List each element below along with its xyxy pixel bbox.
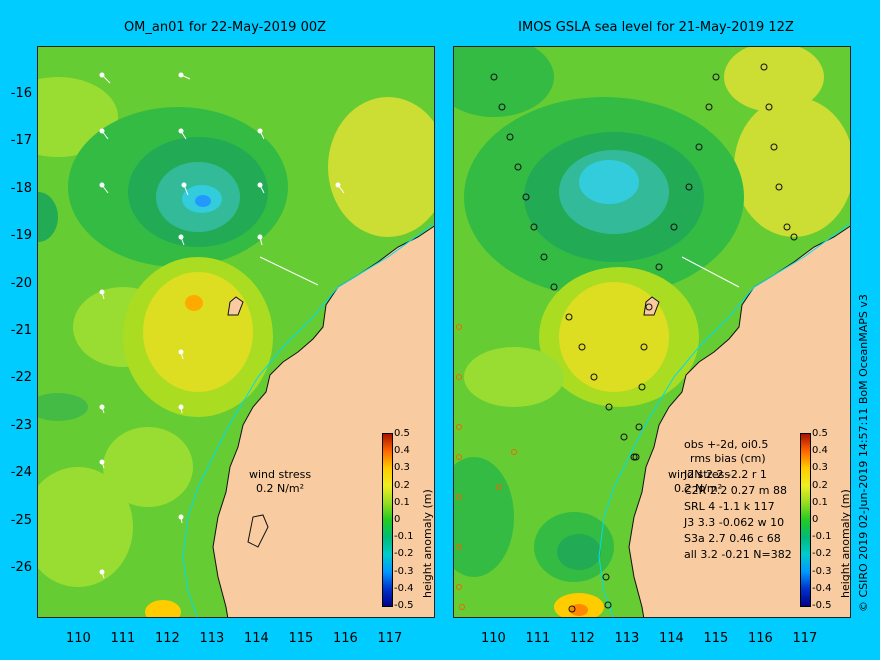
stats-row-j3: J3 3.3 -0.062 w 10 [684, 516, 785, 529]
y-tick-label: -18 [10, 180, 32, 196]
colorbar-tick-label: -0.1 [394, 531, 414, 543]
y-tick-label: -22 [10, 370, 32, 386]
left-x-tick-label: 117 [377, 631, 403, 646]
right-x-tick-label: 112 [570, 631, 595, 646]
right-x-tick-label: 111 [525, 631, 551, 646]
right-map-svg [454, 47, 850, 617]
right-x-tick-label: 113 [614, 631, 640, 646]
colorbar-tick-label: -0.3 [812, 565, 832, 577]
credit-text: © CSIRO 2019 02-Jun-2019 14:57:11 BoM Oc… [857, 294, 870, 612]
colorbar-tick-label: -0.3 [394, 565, 414, 577]
colorbar-tick-label: -0.5 [394, 600, 414, 611]
stats-row-j2n: J2N 2.2 -2.2 r 1 [684, 468, 767, 481]
right-colorbar-title: height anomaly (m) [839, 489, 852, 598]
colorbar-tick-label: 0.3 [812, 462, 828, 474]
colorbar-tick-label: 0.4 [812, 445, 828, 457]
y-tick-label: -19 [10, 228, 32, 244]
right-x-tick-label: 117 [792, 631, 818, 646]
colorbar-tick-label: 0.3 [394, 462, 410, 474]
left-x-tick-label: 110 [66, 631, 91, 646]
colorbar-tick-label: 0.2 [394, 479, 410, 491]
left-x-tick-label: 115 [288, 631, 314, 646]
stats-header-rms: rms bias (cm) [690, 452, 766, 465]
y-tick-label: -25 [10, 512, 32, 528]
colorbar-tick-label: -0.4 [812, 582, 832, 594]
left-x-tick-label: 112 [155, 631, 180, 646]
colorbar-tick-label: -0.4 [394, 582, 414, 594]
colorbar-tick-label: 0.5 [394, 428, 410, 439]
stats-row-c2r: C2R 2.2 0.27 m 88 [684, 484, 788, 497]
y-tick-label: -24 [10, 465, 32, 481]
colorbar-tick-label: 0.2 [812, 479, 828, 491]
y-tick-label: -26 [10, 560, 32, 575]
left-colorbar [382, 433, 393, 607]
colorbar-tick-label: 0 [394, 514, 401, 525]
right-wind-stress-label: wind stress [668, 468, 731, 481]
colorbar-tick-label: -0.2 [394, 548, 414, 560]
colorbar-tick-label: 0.5 [812, 428, 828, 439]
colorbar-tick-label: -0.5 [812, 600, 832, 611]
right-x-tick-label: 115 [703, 631, 729, 646]
left-x-tick-label: 111 [110, 631, 136, 646]
y-tick-label: -20 [10, 275, 32, 291]
right-colorbar [800, 433, 811, 607]
left-x-tick-label: 114 [244, 631, 269, 646]
colorbar-tick-label: -0.1 [812, 531, 832, 543]
right-map-panel [453, 46, 851, 618]
left-map-panel [37, 46, 435, 618]
stats-header-obs: obs +-2d, oi0.5 [684, 438, 769, 451]
left-wind-stress-scale: 0.2 N/m² [256, 482, 305, 495]
colorbar-tick-label: 0.4 [394, 445, 410, 457]
right-x-tick-label: 110 [481, 631, 506, 646]
colorbar-tick-label: 0.1 [812, 496, 828, 508]
stats-row-all: all 3.2 -0.21 N=382 [684, 548, 792, 561]
left-map-title: OM_an01 for 22-May-2019 00Z [123, 20, 327, 35]
stats-row-s3a: S3a 2.7 0.46 c 68 [684, 532, 781, 545]
colorbar-tick-label: -0.2 [812, 548, 832, 560]
right-x-tick-label: 116 [748, 631, 773, 646]
colorbar-tick-label: 0 [812, 514, 819, 525]
y-tick-label: -17 [10, 133, 32, 149]
y-tick-label: -21 [10, 323, 32, 338]
right-wind-stress-scale: 0.2 N/m² [674, 482, 723, 495]
left-wind-stress-label: wind stress [249, 468, 312, 481]
y-tick-label: -16 [10, 86, 32, 101]
left-colorbar-title: height anomaly (m) [421, 489, 434, 598]
stats-row-srl: SRL 4 -1.1 k 117 [684, 500, 775, 513]
right-map-title: IMOS GSLA sea level for 21-May-2019 12Z [518, 20, 794, 35]
left-x-tick-label: 113 [199, 631, 225, 646]
left-x-tick-label: 116 [333, 631, 358, 646]
left-map-svg [38, 47, 434, 617]
right-x-tick-label: 114 [659, 631, 684, 646]
y-tick-label: -23 [10, 417, 32, 433]
colorbar-tick-label: 0.1 [394, 496, 410, 508]
